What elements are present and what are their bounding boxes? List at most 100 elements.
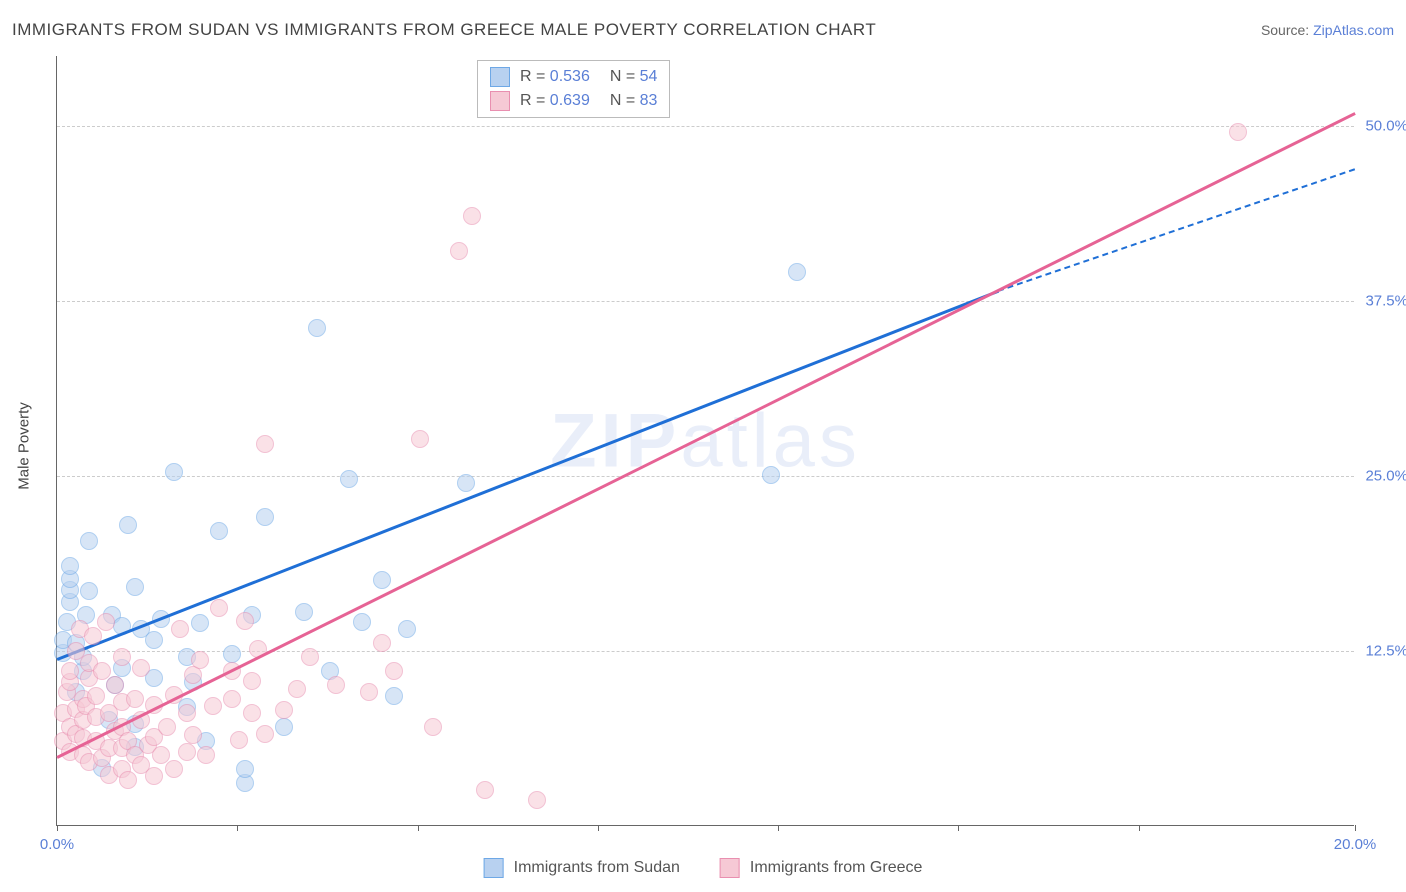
data-point — [360, 683, 378, 701]
data-point — [210, 599, 228, 617]
data-point — [256, 725, 274, 743]
data-point — [457, 474, 475, 492]
data-point — [243, 672, 261, 690]
data-point — [788, 263, 806, 281]
data-point — [762, 466, 780, 484]
x-tick — [778, 825, 779, 831]
x-tick-label: 20.0% — [1334, 836, 1377, 853]
x-tick — [598, 825, 599, 831]
data-point — [243, 704, 261, 722]
gridline — [57, 301, 1354, 302]
source-link[interactable]: ZipAtlas.com — [1313, 22, 1394, 38]
legend-swatch — [490, 91, 510, 111]
data-point — [165, 463, 183, 481]
legend-swatch — [720, 858, 740, 878]
data-point — [1229, 123, 1247, 141]
y-tick-label: 25.0% — [1365, 468, 1406, 485]
data-point — [275, 701, 293, 719]
data-point — [275, 718, 293, 736]
r-label: R = 0.639 — [520, 92, 590, 110]
data-point — [385, 662, 403, 680]
legend-swatch — [490, 67, 510, 87]
data-point — [145, 631, 163, 649]
y-axis-label: Male Poverty — [16, 402, 33, 490]
data-point — [223, 645, 241, 663]
title-bar: IMMIGRANTS FROM SUDAN VS IMMIGRANTS FROM… — [12, 20, 1394, 40]
data-point — [119, 771, 137, 789]
regression-line — [998, 168, 1356, 292]
data-point — [476, 781, 494, 799]
data-point — [528, 791, 546, 809]
data-point — [301, 648, 319, 666]
data-point — [126, 690, 144, 708]
data-point — [327, 676, 345, 694]
data-point — [145, 767, 163, 785]
data-point — [463, 207, 481, 225]
data-point — [184, 666, 202, 684]
data-point — [87, 687, 105, 705]
data-point — [132, 659, 150, 677]
data-point — [97, 613, 115, 631]
gridline — [57, 126, 1354, 127]
data-point — [256, 435, 274, 453]
watermark: ZIPatlas — [550, 397, 861, 484]
data-point — [80, 532, 98, 550]
data-point — [171, 620, 189, 638]
data-point — [373, 571, 391, 589]
data-point — [106, 676, 124, 694]
x-tick — [958, 825, 959, 831]
data-point — [385, 687, 403, 705]
data-point — [308, 319, 326, 337]
data-point — [191, 614, 209, 632]
data-point — [126, 578, 144, 596]
data-point — [340, 470, 358, 488]
data-point — [197, 746, 215, 764]
gridline — [57, 476, 1354, 477]
y-tick-label: 50.0% — [1365, 118, 1406, 135]
legend-label: Immigrants from Sudan — [514, 859, 680, 877]
data-point — [210, 522, 228, 540]
scatter-plot-area: ZIPatlas R = 0.536N = 54R = 0.639N = 83 … — [56, 56, 1354, 826]
r-label: R = 0.536 — [520, 68, 590, 86]
chart-title: IMMIGRANTS FROM SUDAN VS IMMIGRANTS FROM… — [12, 20, 876, 40]
n-label: N = 54 — [610, 68, 658, 86]
legend-item: Immigrants from Sudan — [484, 858, 680, 878]
data-point — [256, 508, 274, 526]
data-point — [373, 634, 391, 652]
data-point — [61, 662, 79, 680]
data-point — [204, 697, 222, 715]
data-point — [411, 430, 429, 448]
data-point — [191, 651, 209, 669]
x-tick — [237, 825, 238, 831]
x-tick — [57, 825, 58, 831]
data-point — [84, 627, 102, 645]
n-label: N = 83 — [610, 92, 658, 110]
x-tick-label: 0.0% — [40, 836, 74, 853]
legend-label: Immigrants from Greece — [750, 859, 922, 877]
data-point — [178, 743, 196, 761]
source-attribution: Source: ZipAtlas.com — [1261, 22, 1394, 38]
data-point — [178, 704, 196, 722]
data-point — [450, 242, 468, 260]
data-point — [353, 613, 371, 631]
data-point — [113, 648, 131, 666]
y-tick-label: 12.5% — [1365, 643, 1406, 660]
stats-legend-row: R = 0.536 N = 54 — [490, 65, 657, 89]
x-tick — [1139, 825, 1140, 831]
data-point — [295, 603, 313, 621]
data-point — [236, 760, 254, 778]
series-legend: Immigrants from Sudan Immigrants from Gre… — [484, 858, 923, 878]
data-point — [230, 731, 248, 749]
data-point — [184, 726, 202, 744]
data-point — [165, 760, 183, 778]
stats-legend-row: R = 0.639 N = 83 — [490, 89, 657, 113]
data-point — [236, 612, 254, 630]
stats-legend-box: R = 0.536 N = 54 R = 0.639 N = 83 — [477, 60, 670, 118]
regression-line — [56, 112, 1355, 758]
y-tick-label: 37.5% — [1365, 293, 1406, 310]
legend-item: Immigrants from Greece — [720, 858, 922, 878]
data-point — [424, 718, 442, 736]
x-tick — [418, 825, 419, 831]
data-point — [61, 557, 79, 575]
data-point — [398, 620, 416, 638]
